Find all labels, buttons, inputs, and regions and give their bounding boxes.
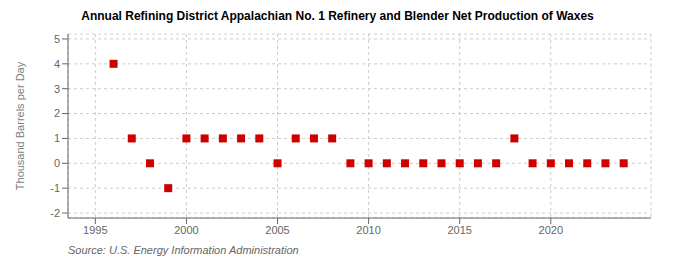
html-text:Annual Refining District Appal: Annual Refining District Appalachian No.…: [81, 9, 594, 23]
html-text:Source: U.S. Energy Informatio: Source: U.S. Energy Information Administ…: [68, 244, 299, 256]
svg-text:2020: 2020: [539, 224, 563, 236]
svg-text:1995: 1995: [83, 224, 107, 236]
svg-text:5: 5: [54, 33, 60, 45]
svg-text:2015: 2015: [447, 224, 471, 236]
svg-text:-1: -1: [50, 182, 60, 194]
svg-text:2000: 2000: [174, 224, 198, 236]
svg-text:2005: 2005: [265, 224, 289, 236]
svg-text:2: 2: [54, 107, 60, 119]
svg-text:0: 0: [54, 157, 60, 169]
svg-text:4: 4: [54, 58, 60, 70]
svg-text:Thousand Barrels per Day: Thousand Barrels per Day: [14, 61, 26, 190]
svg-text:3: 3: [54, 83, 60, 95]
svg-text:2010: 2010: [356, 224, 380, 236]
svg-text:-2: -2: [50, 207, 60, 219]
svg-text:1: 1: [54, 132, 60, 144]
